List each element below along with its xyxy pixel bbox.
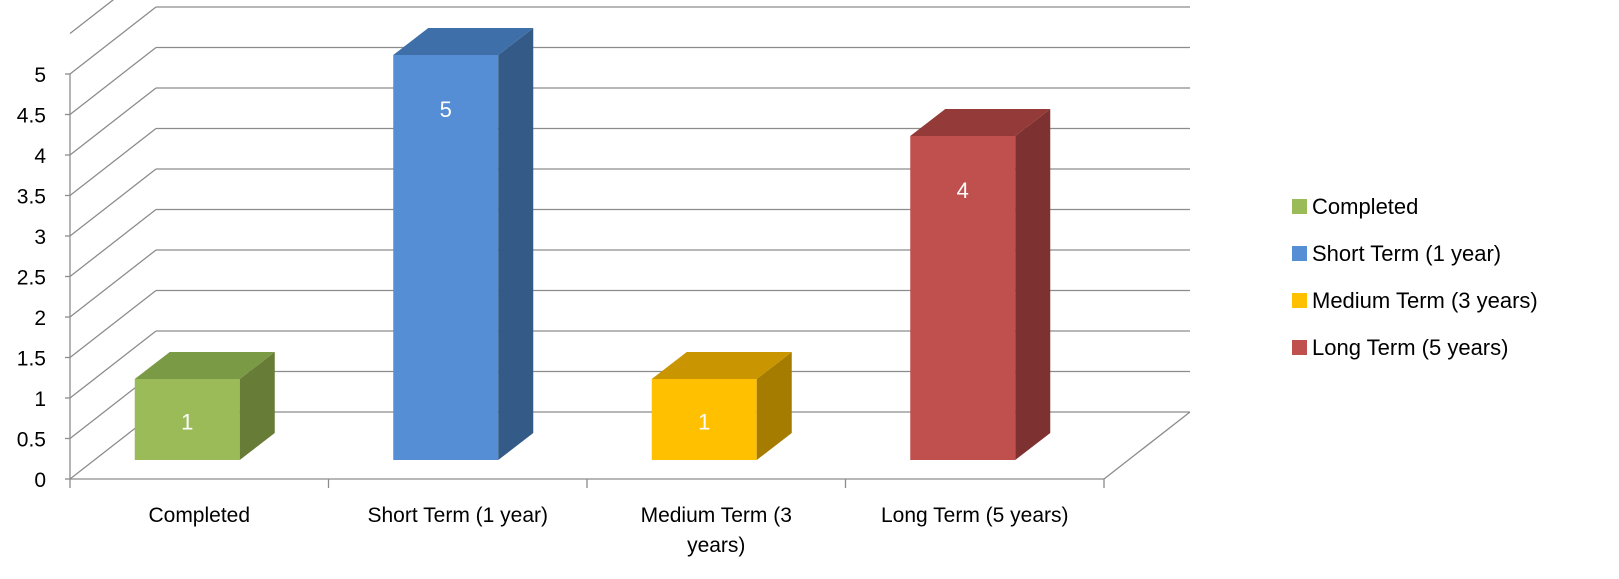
legend-swatch xyxy=(1292,293,1307,308)
bar: 1 xyxy=(651,352,792,460)
bar: 1 xyxy=(134,352,275,460)
x-tick-label: Short Term (1 year) xyxy=(368,504,549,527)
y-tick-label: 3.5 xyxy=(17,186,46,209)
data-label: 5 xyxy=(440,97,452,122)
x-tick-label: years) xyxy=(687,534,745,557)
legend: Completed Short Term (1 year) Medium Term … xyxy=(1292,194,1538,360)
y-tick-label: 2 xyxy=(34,307,46,330)
gridline-diagonal xyxy=(69,87,157,156)
floor-side-edge xyxy=(1103,411,1191,480)
legend-swatch xyxy=(1292,246,1307,261)
bar-side xyxy=(498,28,534,460)
gridline-diagonal xyxy=(69,289,157,359)
legend-label: Long Term (5 years) xyxy=(1312,335,1508,360)
y-tick-label: 3 xyxy=(34,226,46,249)
gridline-diagonal xyxy=(69,46,157,116)
legend-label: Medium Term (3 years) xyxy=(1312,288,1538,313)
bar-front xyxy=(910,136,1016,460)
x-tick-label: Completed xyxy=(148,504,250,527)
y-tick-label: 1.5 xyxy=(17,348,46,371)
y-tick-label: 1 xyxy=(34,388,46,411)
data-label: 1 xyxy=(698,410,710,435)
x-tick-label: Medium Term (3 xyxy=(641,504,792,527)
bar-top xyxy=(393,28,534,55)
gridline-diagonal xyxy=(69,0,115,35)
gridline-diagonal xyxy=(69,249,157,318)
gridline-diagonal xyxy=(69,208,157,278)
bar-side xyxy=(756,352,792,460)
y-tick-label: 2.5 xyxy=(17,267,46,290)
data-label: 4 xyxy=(957,178,969,203)
data-label: 1 xyxy=(181,410,193,435)
bar: 5 xyxy=(393,28,534,460)
y-tick-label: 4 xyxy=(34,145,46,168)
gridline-diagonal xyxy=(69,127,157,197)
bar-side xyxy=(1015,109,1051,460)
bar-top xyxy=(910,109,1051,136)
y-tick-label: 0 xyxy=(34,469,46,492)
chart-axes: 0 0.5 1 1.5 2 2.5 3 3.5 4 4.5 5 Completed Short Term… xyxy=(17,64,1105,557)
legend-label: Short Term (1 year) xyxy=(1312,241,1501,266)
y-tick-label: 4.5 xyxy=(17,105,46,128)
bar-top xyxy=(134,352,275,379)
bar-side xyxy=(239,352,275,460)
legend-swatch xyxy=(1292,340,1307,355)
gridline-diagonal xyxy=(69,6,157,75)
bar-front xyxy=(134,379,240,460)
x-tick-label: Long Term (5 years) xyxy=(881,504,1069,527)
bar-front xyxy=(651,379,757,460)
gridline-diagonal xyxy=(69,168,157,237)
bar: 4 xyxy=(910,109,1051,460)
y-tick-label: 5 xyxy=(34,64,46,87)
bar-front xyxy=(393,55,499,460)
legend-swatch xyxy=(1292,199,1307,214)
legend-label: Completed xyxy=(1312,194,1418,219)
bar-top xyxy=(651,352,792,379)
gridline-diagonal xyxy=(69,330,157,399)
y-tick-label: 0.5 xyxy=(17,429,46,452)
